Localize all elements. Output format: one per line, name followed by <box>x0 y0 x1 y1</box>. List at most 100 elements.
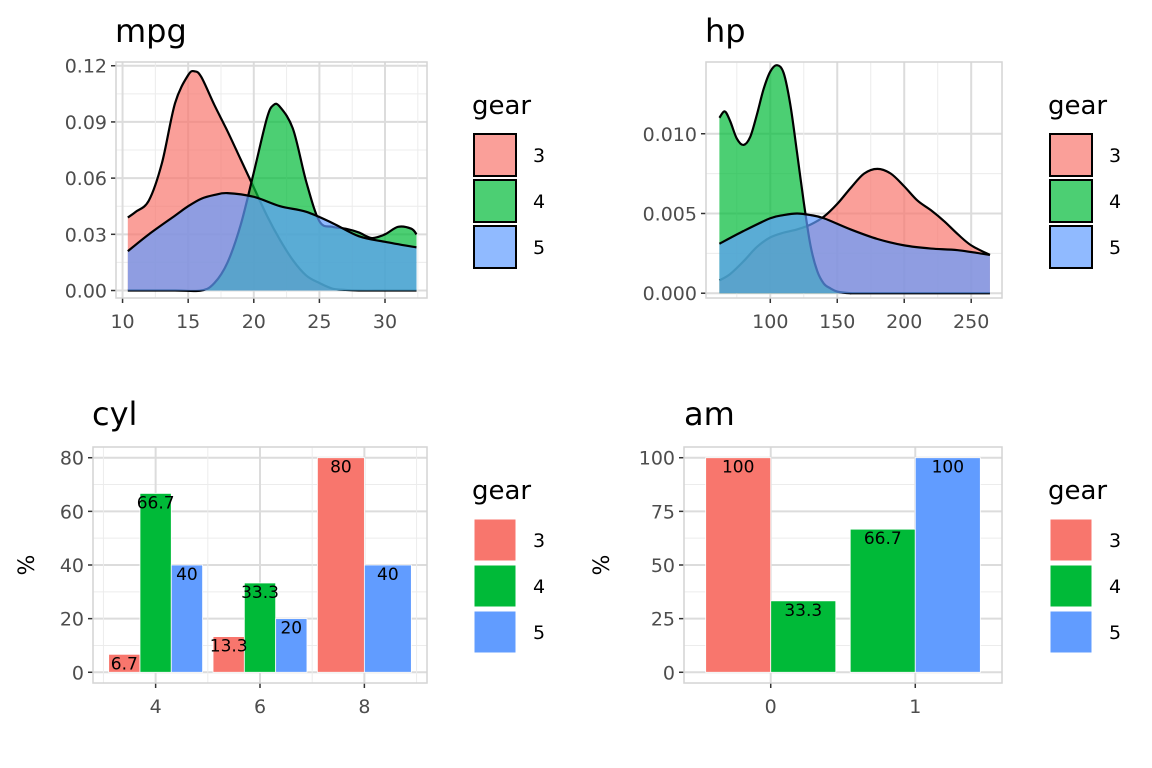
bar-cyl-6-gear-3 <box>212 636 245 673</box>
data-label: 66.7 <box>137 493 175 513</box>
y-tick-label: 75 <box>651 501 675 523</box>
data-label: 6.7 <box>111 654 138 674</box>
x-tick-label: 15 <box>176 311 200 333</box>
y-tick-label: 0.010 <box>643 124 697 146</box>
chart-title: cyl <box>92 395 137 433</box>
legend-key-4 <box>473 564 517 608</box>
data-label: 13.3 <box>210 637 248 657</box>
panel-border <box>115 61 428 299</box>
legend-key-4 <box>473 179 517 223</box>
data-label: 100 <box>722 458 754 478</box>
legend-key-3 <box>1049 518 1093 562</box>
bar-cyl-8-gear-3 <box>317 457 365 673</box>
chart-title: hp <box>705 12 746 50</box>
legend-key-3 <box>1049 133 1093 177</box>
data-label: 33.3 <box>241 583 279 603</box>
x-tick-label: 30 <box>373 311 397 333</box>
chart-title: mpg <box>115 12 187 50</box>
bar-am-0-gear-3 <box>705 457 772 673</box>
x-tick-label: 8 <box>358 696 370 718</box>
legend-key-5 <box>473 225 517 269</box>
y-tick-label: 0.12 <box>65 56 107 78</box>
legend-label-5: 5 <box>533 622 545 644</box>
x-tick-label: 20 <box>242 311 266 333</box>
density-area-gear-5 <box>719 213 990 294</box>
legend-key-5 <box>1049 610 1093 654</box>
density-line-gear-5 <box>718 212 991 257</box>
y-tick-label: 0.000 <box>643 283 697 305</box>
x-tick-label: 25 <box>307 311 331 333</box>
panel-border <box>705 61 1003 299</box>
data-label: 33.3 <box>784 601 822 621</box>
legend-key-3 <box>473 133 517 177</box>
panel-am: am% 0 25 50 75 100 0 1 100 33.3 66.7 100 <box>590 395 1003 718</box>
y-tick-label: 60 <box>60 501 84 523</box>
bar-cyl-6-gear-4 <box>243 582 277 673</box>
x-tick-label: 250 <box>953 311 989 333</box>
y-tick-label: 0.06 <box>65 168 107 190</box>
legend-label-4: 4 <box>1109 576 1121 598</box>
legend-label-5: 5 <box>1109 237 1121 259</box>
legend: gear 3 4 5 <box>1048 91 1121 269</box>
panel-mpg: mpg 0.00 0.03 0.06 0.09 0.12 10 15 20 25 30 <box>65 12 428 333</box>
legend-key-4 <box>1049 564 1093 608</box>
legend-label-3: 3 <box>1109 530 1121 552</box>
y-tick-label: 50 <box>651 555 675 577</box>
y-tick-label: 25 <box>651 609 675 631</box>
legend-key-3 <box>473 518 517 562</box>
bar-am-1-gear-4 <box>849 528 916 673</box>
y-tick-label: 20 <box>60 609 84 631</box>
panel-border <box>92 446 428 684</box>
bar-am-0-gear-4 <box>770 600 837 673</box>
x-tick-label: 1 <box>909 696 921 718</box>
y-axis-label: % <box>15 555 40 576</box>
y-tick-label: 0.03 <box>65 224 107 246</box>
data-label: 66.7 <box>864 529 902 549</box>
legend-label-3: 3 <box>533 145 545 167</box>
legend-key-5 <box>1049 225 1093 269</box>
legend-title: gear <box>472 91 531 121</box>
chart-title: am <box>684 395 735 433</box>
y-tick-label: 0 <box>72 662 84 684</box>
y-tick-label: 0.00 <box>65 281 107 303</box>
x-tick-label: 200 <box>886 311 922 333</box>
x-tick-label: 6 <box>254 696 266 718</box>
legend-label-4: 4 <box>1109 191 1121 213</box>
x-tick-label: 150 <box>819 311 855 333</box>
legend-title: gear <box>1048 476 1107 506</box>
y-tick-label: 100 <box>639 448 675 470</box>
y-tick-label: 0.09 <box>65 112 107 134</box>
legend-title: gear <box>1048 91 1107 121</box>
legend-label-5: 5 <box>1109 622 1121 644</box>
legend-label-4: 4 <box>533 191 545 213</box>
x-tick-label: 10 <box>110 311 134 333</box>
legend-label-5: 5 <box>533 237 545 259</box>
legend: gear 3 4 5 <box>472 91 545 269</box>
bar-cyl-4-gear-4 <box>139 492 172 673</box>
y-tick-label: 0.005 <box>643 203 697 225</box>
data-label: 100 <box>932 458 964 478</box>
panel-border <box>683 446 1003 684</box>
bar-cyl-4-gear-5 <box>170 564 203 673</box>
bar-cyl-8-gear-5 <box>363 564 412 673</box>
x-tick-label: 0 <box>765 696 777 718</box>
legend: gear 3 4 5 <box>1048 476 1121 654</box>
legend-key-4 <box>1049 179 1093 223</box>
bar-am-1-gear-5 <box>914 457 981 673</box>
y-tick-label: 0 <box>663 662 675 684</box>
x-tick-label: 4 <box>150 696 162 718</box>
data-label: 20 <box>280 619 302 639</box>
legend-label-4: 4 <box>533 576 545 598</box>
y-tick-label: 40 <box>60 555 84 577</box>
x-tick-label: 100 <box>752 311 788 333</box>
panel-hp: hp 0.000 0.005 0.010 100 150 200 250 <box>643 12 1003 333</box>
density-line-gear-5 <box>127 191 417 253</box>
bar-cyl-6-gear-5 <box>275 618 308 673</box>
data-label: 80 <box>330 458 352 478</box>
legend-title: gear <box>472 476 531 506</box>
data-label: 40 <box>176 565 198 585</box>
density-area-gear-5 <box>127 193 417 291</box>
y-tick-label: 80 <box>60 448 84 470</box>
